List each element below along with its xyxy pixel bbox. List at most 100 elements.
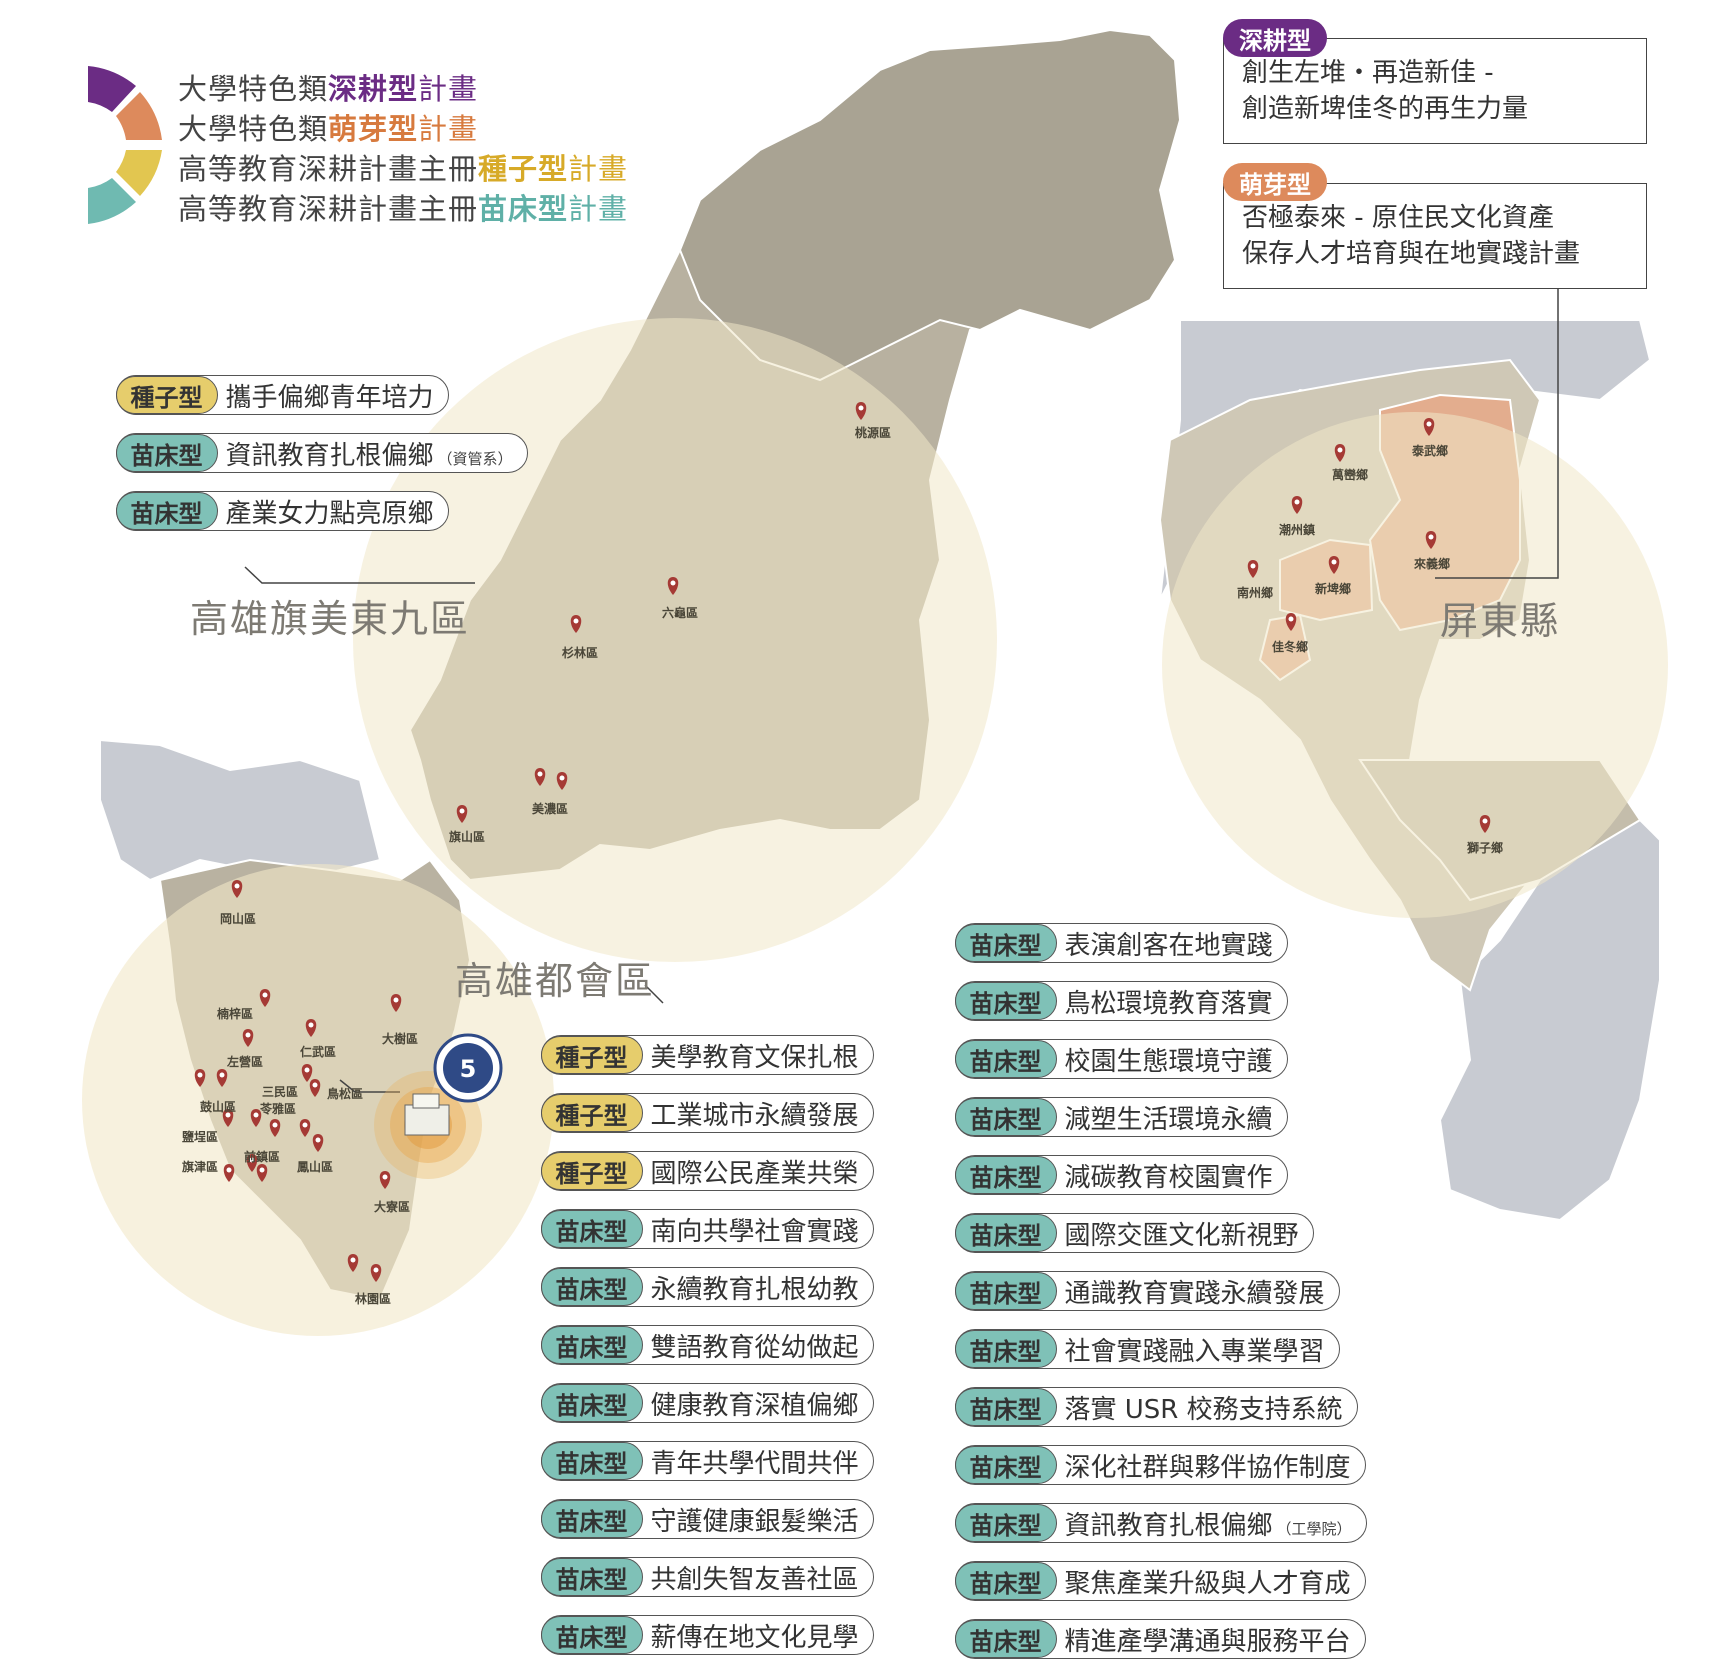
project-pill: 苗床型 永續教育扎根幼教 (540, 1267, 874, 1307)
project-title: 南向共學社會實踐 (643, 1211, 873, 1248)
project-title: 永續教育扎根幼教 (643, 1269, 873, 1306)
location-pins (194, 402, 1491, 1282)
legend-prefix: 高等教育深耕計畫主冊 (178, 192, 479, 226)
project-title-text: 國際公民產業共榮 (650, 1158, 859, 1189)
project-title-text: 表演創客在地實踐 (1064, 930, 1273, 961)
project-pill: 苗床型 健康教育深植偏鄉 (540, 1383, 874, 1423)
legend-prefix: 大學特色類 (178, 112, 329, 146)
project-pill: 苗床型 資訊教育扎根偏鄉 （工學院） (954, 1503, 1367, 1543)
project-title-text: 青年共學代間共伴 (650, 1448, 859, 1479)
project-title-text: 精進產學溝通與服務平台 (1064, 1626, 1351, 1657)
project-title-text: 美學教育文保扎根 (650, 1042, 859, 1073)
location-pin (250, 1109, 262, 1127)
legend-highlight-sprout: 萌芽型 (328, 112, 419, 146)
project-pill: 苗床型 雙語教育從幼做起 (540, 1325, 874, 1365)
location-pin (269, 1119, 281, 1137)
location-pin (1285, 613, 1297, 631)
legend-item-sprout: 大學特色類萌芽型計畫 (178, 106, 478, 148)
location-pin-dot (234, 883, 240, 889)
location-pin (1423, 418, 1435, 436)
bed-type-tag: 苗床型 (954, 1330, 1057, 1368)
location-pin (312, 1134, 324, 1152)
project-title-text: 雙語教育從幼做起 (650, 1332, 859, 1363)
location-pin (216, 1069, 228, 1087)
legend-prefix: 高等教育深耕計畫主冊 (178, 152, 479, 186)
location-pin-dot (382, 1174, 388, 1180)
place-label: 杉林區 (561, 646, 599, 660)
project-title: 鳥松環境教育落實 (1057, 983, 1287, 1020)
location-pin-dot (226, 1167, 232, 1173)
place-label: 美濃區 (531, 802, 569, 816)
project-title: 雙語教育從幼做起 (643, 1327, 873, 1364)
place-label: 大寮區 (373, 1200, 411, 1214)
place-label: 潮州鎮 (1278, 523, 1316, 537)
project-title-text: 永續教育扎根幼教 (650, 1274, 859, 1305)
location-pin-dot (858, 405, 864, 411)
place-label: 旗津區 (181, 1160, 219, 1174)
project-title-text: 國際交匯文化新視野 (1064, 1220, 1299, 1251)
bed-type-tag: 苗床型 (540, 1384, 643, 1422)
project-title: 國際公民產業共榮 (643, 1153, 873, 1190)
location-pin (231, 880, 243, 898)
seed-type-tag: 種子型 (540, 1094, 643, 1132)
project-title: 落實 USR 校務支持系統 (1057, 1389, 1357, 1426)
location-pin-dot (245, 1032, 251, 1038)
bed-type-tag: 苗床型 (954, 1156, 1057, 1194)
place-label: 岡山區 (219, 912, 257, 926)
legend-prefix: 大學特色類 (178, 72, 329, 106)
project-title: 美學教育文保扎根 (643, 1037, 873, 1074)
qimei-circle (353, 318, 997, 962)
project-title: 社會實踐融入專業學習 (1057, 1331, 1339, 1368)
project-title: 深化社群與夥伴協作制度 (1057, 1447, 1365, 1484)
location-pin-dot (559, 775, 565, 781)
sprout-project-line: 保存人才培育與在地實踐計畫 (1242, 239, 1581, 269)
sprout-project-box: 否極泰來 - 原住民文化資產 保存人才培育與在地實踐計畫 (1223, 183, 1647, 289)
project-title: 聚焦產業升級與人才育成 (1057, 1563, 1365, 1600)
location-pin (299, 1119, 311, 1137)
place-label: 桃源區 (854, 426, 892, 440)
project-title: 精進產學溝通與服務平台 (1057, 1621, 1365, 1658)
legend-suffix: 計畫 (418, 112, 479, 146)
project-note: （工學院） (1276, 1519, 1352, 1538)
seed-type-tag: 種子型 (115, 376, 218, 414)
project-title: 守護健康銀髮樂活 (643, 1501, 873, 1538)
location-pin (855, 402, 867, 420)
location-pin-dot (537, 771, 543, 777)
location-pin (534, 768, 546, 786)
project-title-text: 守護健康銀髮樂活 (650, 1506, 859, 1537)
project-title-text: 產業女力點亮原鄉 (225, 498, 434, 529)
location-pin-dot (219, 1072, 225, 1078)
place-label: 佳冬鄉 (1271, 640, 1309, 654)
location-pin-dot (315, 1137, 321, 1143)
place-label: 鹽埕區 (181, 1130, 219, 1144)
location-pin-dot (249, 1157, 255, 1163)
project-note: （資管系） (437, 449, 513, 468)
region-label-qimei: 高雄旗美東九區 (190, 597, 471, 641)
project-title-text: 校園生態環境守護 (1064, 1046, 1273, 1077)
bed-type-tag: 苗床型 (540, 1210, 643, 1248)
project-pill: 種子型 攜手偏鄉青年培力 (115, 375, 449, 415)
project-title-text: 落實 USR 校務支持系統 (1064, 1394, 1343, 1425)
location-pin-dot (197, 1072, 203, 1078)
sprout-tag: 萌芽型 (1223, 163, 1327, 201)
project-title-text: 減塑生活環境永續 (1064, 1104, 1273, 1135)
place-label: 前鎮區 (243, 1150, 281, 1164)
project-title-text: 社會實踐融入專業學習 (1064, 1336, 1325, 1367)
location-pin-dot (302, 1122, 308, 1128)
location-pin-dot (373, 1267, 379, 1273)
legend-suffix: 計畫 (418, 72, 479, 106)
bed-type-tag: 苗床型 (954, 1446, 1057, 1484)
project-title: 資訊教育扎根偏鄉 （資管系） (218, 435, 527, 472)
metro-circle (82, 864, 554, 1336)
project-title-text: 深化社群與夥伴協作制度 (1064, 1452, 1351, 1483)
bed-type-tag: 苗床型 (954, 1272, 1057, 1310)
deep-project-line: 創造新埤佳冬的再生力量 (1242, 94, 1529, 124)
legend-suffix: 計畫 (568, 152, 629, 186)
location-pin-dot (1426, 421, 1432, 427)
legend-segment-seed (116, 150, 162, 196)
project-title-text: 南向共學社會實踐 (650, 1216, 859, 1247)
location-pin (246, 1154, 258, 1172)
location-pin-dot (350, 1257, 356, 1263)
location-pin-dot (1337, 447, 1343, 453)
